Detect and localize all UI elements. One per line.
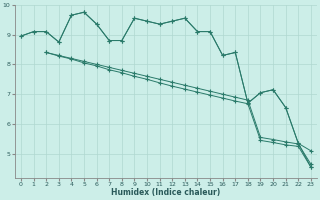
X-axis label: Humidex (Indice chaleur): Humidex (Indice chaleur) — [111, 188, 220, 197]
